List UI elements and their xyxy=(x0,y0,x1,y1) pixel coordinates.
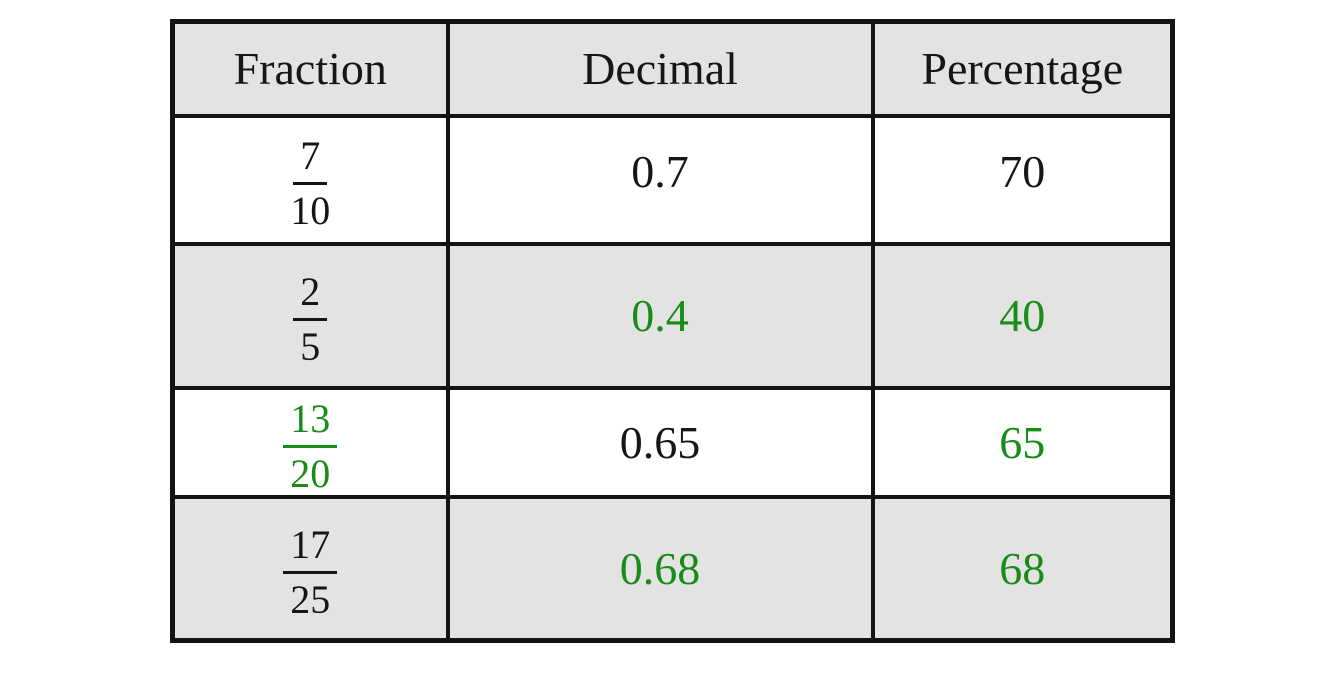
cell-percentage-70: 70 xyxy=(870,113,1175,246)
column-header-decimal: Decimal xyxy=(445,19,875,118)
column-header-fraction: Fraction xyxy=(170,19,450,118)
fraction-denominator: 10 xyxy=(290,188,331,233)
fraction-value: 2 5 xyxy=(293,270,328,369)
fraction-denominator: 20 xyxy=(290,450,331,496)
fraction-numerator: 7 xyxy=(293,134,328,185)
fraction-value: 17 25 xyxy=(283,523,338,623)
percentage-value: 40 xyxy=(999,290,1046,341)
fraction-numerator: 2 xyxy=(293,270,328,321)
table-row: 13 20 0.65 65 xyxy=(170,385,1175,499)
cell-decimal-0-7: 0.7 xyxy=(445,113,875,246)
cell-decimal-0-65: 0.65 xyxy=(445,385,875,499)
fraction-value: 7 10 xyxy=(288,134,332,233)
percentage-value: 70 xyxy=(999,146,1046,197)
percentage-value: 65 xyxy=(999,416,1046,468)
fraction-numerator: 17 xyxy=(283,523,338,575)
table-row: 17 25 0.68 68 xyxy=(170,494,1175,643)
fraction-numerator: 13 xyxy=(283,396,338,448)
table-row: 2 5 0.4 40 xyxy=(170,241,1175,390)
cell-fraction-17-25: 17 25 xyxy=(170,494,450,643)
fraction-value: 13 20 xyxy=(283,396,338,496)
table-row: 7 10 0.7 70 xyxy=(170,113,1175,246)
cell-percentage-40: 40 xyxy=(870,241,1175,390)
column-header-percentage: Percentage xyxy=(870,19,1175,118)
percentage-value: 68 xyxy=(999,543,1046,595)
cell-fraction-2-5: 2 5 xyxy=(170,241,450,390)
conversion-table-container: Fraction Decimal Percentage 7 10 0.7 70 xyxy=(170,19,1175,644)
cell-percentage-65: 65 xyxy=(870,385,1175,499)
decimal-value: 0.4 xyxy=(631,290,689,341)
fraction-denominator: 5 xyxy=(300,324,321,369)
cell-fraction-13-20: 13 20 xyxy=(170,385,450,499)
fraction-denominator: 25 xyxy=(290,577,331,623)
decimal-value: 0.65 xyxy=(619,416,701,468)
decimal-value: 0.68 xyxy=(619,543,701,595)
decimal-value: 0.7 xyxy=(631,146,689,197)
cell-percentage-68: 68 xyxy=(870,494,1175,643)
cell-fraction-7-10: 7 10 xyxy=(170,113,450,246)
cell-decimal-0-4: 0.4 xyxy=(445,241,875,390)
conversion-table: Fraction Decimal Percentage 7 10 0.7 70 xyxy=(170,19,1175,644)
cell-decimal-0-68: 0.68 xyxy=(445,494,875,643)
table-header-row: Fraction Decimal Percentage xyxy=(170,19,1175,118)
